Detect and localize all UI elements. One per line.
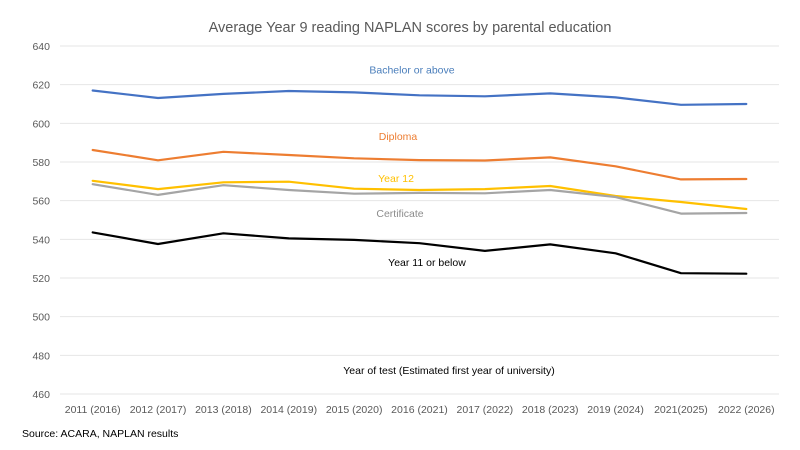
y-tick-label: 540 xyxy=(32,234,50,246)
series-lines xyxy=(91,89,748,275)
x-tick-label: 2021(2025) xyxy=(654,404,708,416)
gridlines xyxy=(60,45,779,395)
x-tick-label: 2016 (2021) xyxy=(391,404,448,416)
x-tick-label: 2011 (2016) xyxy=(65,404,121,416)
series-label: Year 12 xyxy=(378,173,414,185)
x-tick-label: 2019 (2024) xyxy=(587,404,644,416)
y-tick-label: 520 xyxy=(32,273,50,285)
x-tick-label: 2018 (2023) xyxy=(522,404,579,416)
series-labels: Bachelor or above Diploma Year 12 Certifica… xyxy=(369,64,466,269)
y-tick-label: 560 xyxy=(32,196,50,208)
y-tick-label: 620 xyxy=(32,80,50,92)
series-label: Bachelor or above xyxy=(369,64,454,76)
y-tick-label: 460 xyxy=(32,389,50,401)
series-line-year-12 xyxy=(91,179,748,211)
series-label: Certificate xyxy=(376,208,423,220)
x-tick-label: 2012 (2017) xyxy=(130,404,187,416)
x-tick-label: 2013 (2018) xyxy=(195,404,252,416)
series-line-bachelor-or-above xyxy=(91,89,748,106)
y-tick-label: 480 xyxy=(32,350,50,362)
x-axis-ticks: 2011 (2016) 2012 (2017) 2013 (2018) 2014 (2… xyxy=(65,404,775,416)
x-tick-label: 2022 (2026) xyxy=(718,404,775,416)
series-line-diploma xyxy=(91,148,748,181)
x-tick-label: 2017 (2022) xyxy=(457,404,514,416)
source-note: Source: ACARA, NAPLAN results xyxy=(22,428,178,440)
y-axis-ticks: 460 480 500 520 540 560 580 600 620 640 xyxy=(32,41,50,401)
chart-title: Average Year 9 reading NAPLAN scores by … xyxy=(209,20,612,36)
y-tick-label: 640 xyxy=(32,41,50,53)
y-tick-label: 600 xyxy=(32,118,50,130)
y-tick-label: 580 xyxy=(32,157,50,169)
x-tick-label: 2015 (2020) xyxy=(326,404,383,416)
x-axis-title: Year of test (Estimated first year of un… xyxy=(343,365,554,377)
y-tick-label: 500 xyxy=(32,312,50,324)
series-label: Year 11 or below xyxy=(388,257,466,269)
x-tick-label: 2014 (2019) xyxy=(260,404,317,416)
series-label: Diploma xyxy=(379,131,418,143)
series-line-certificate xyxy=(91,183,748,215)
